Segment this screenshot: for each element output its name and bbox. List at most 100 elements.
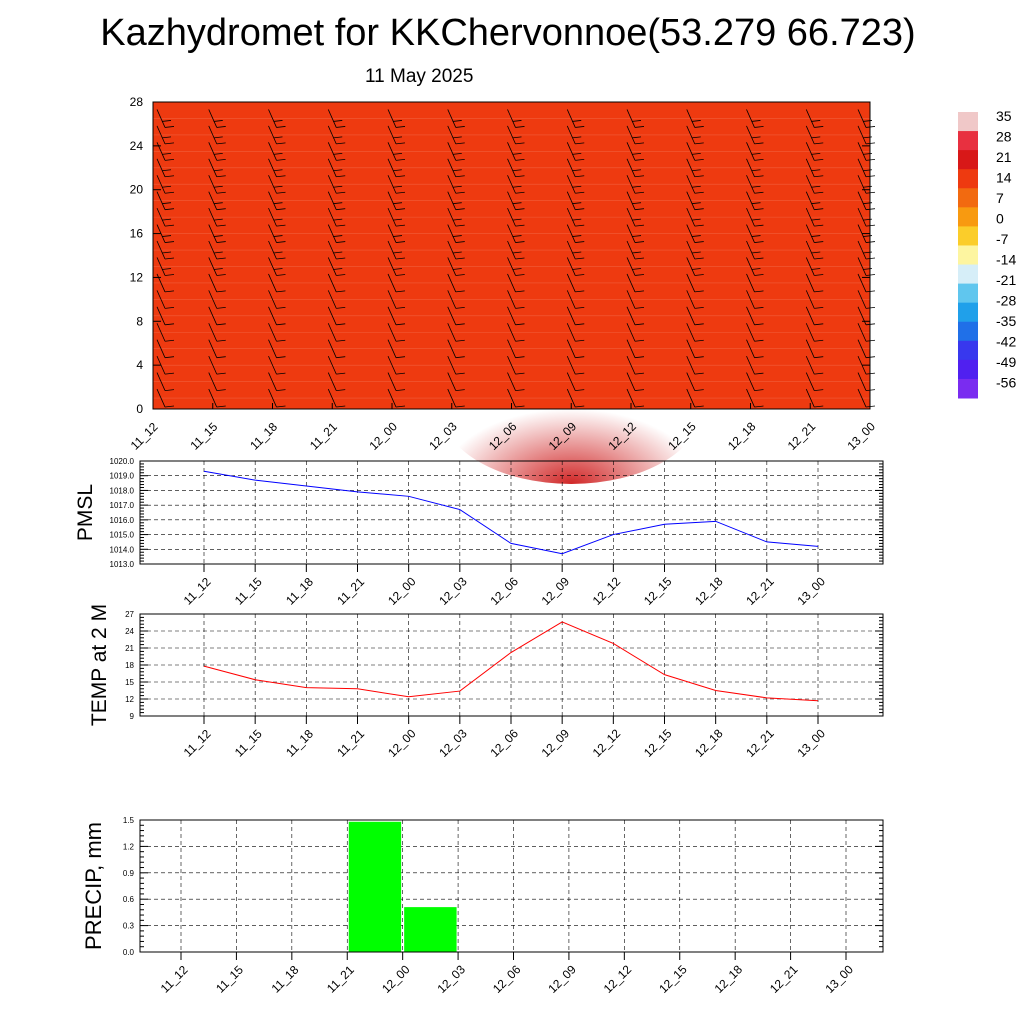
barb-staff bbox=[686, 142, 696, 161]
barb-staff bbox=[857, 240, 867, 260]
colorbar-swatch bbox=[958, 283, 978, 304]
barb-flag bbox=[694, 142, 704, 145]
barb-staff bbox=[686, 306, 696, 325]
barb-flag bbox=[634, 208, 645, 211]
barb-flag bbox=[213, 218, 223, 221]
barb-flag bbox=[164, 306, 175, 309]
wind-barb bbox=[327, 125, 346, 145]
wind-barb bbox=[327, 290, 346, 309]
barb-flag bbox=[216, 306, 226, 309]
colorbar-swatch bbox=[958, 112, 978, 132]
barb-staff bbox=[805, 323, 815, 342]
barb-flag bbox=[213, 136, 223, 139]
barb-staff bbox=[268, 158, 277, 177]
barb-flag bbox=[575, 290, 585, 293]
barb-flag bbox=[455, 405, 465, 408]
barb-staff bbox=[327, 339, 337, 358]
barb-flag bbox=[455, 175, 465, 178]
barb-flag bbox=[814, 241, 824, 243]
barb-staff bbox=[387, 372, 397, 391]
y-tick-label: 1017.0 bbox=[110, 501, 135, 510]
barb-flag bbox=[634, 290, 645, 293]
y-tick-label: 15 bbox=[125, 678, 134, 687]
wind-barb bbox=[805, 224, 824, 243]
colorbar: 35 28 21 14 7 0 -7 -14 -21 -28 -35 -42 -49 -56 bbox=[958, 108, 1016, 399]
barb-flag bbox=[452, 235, 462, 237]
barb-flag bbox=[691, 268, 701, 270]
barb-flag bbox=[814, 290, 824, 293]
barb-staff bbox=[208, 372, 218, 391]
wind-barb bbox=[327, 191, 346, 211]
wind-barb bbox=[447, 109, 465, 128]
barb-staff bbox=[156, 273, 166, 293]
barb-flag bbox=[575, 339, 585, 342]
wind-barb bbox=[208, 306, 226, 326]
x-tick-label: 11_12 bbox=[181, 727, 214, 760]
wind-barb bbox=[268, 191, 286, 211]
y-tick-label: 1014.0 bbox=[110, 545, 135, 554]
barb-staff bbox=[857, 388, 867, 408]
barb-staff bbox=[507, 306, 516, 325]
wind-barb bbox=[327, 142, 346, 161]
barb-flag bbox=[634, 257, 645, 260]
barb-flag bbox=[631, 202, 642, 205]
wind-barb bbox=[507, 339, 525, 359]
barb-flag bbox=[575, 208, 585, 211]
barb-staff bbox=[686, 158, 696, 177]
barb-flag bbox=[634, 191, 645, 194]
barb-staff bbox=[746, 273, 755, 293]
barb-flag bbox=[276, 142, 286, 145]
barb-flag bbox=[694, 191, 704, 194]
barb-flag bbox=[634, 158, 645, 161]
panel-frame bbox=[139, 460, 884, 565]
barb-flag bbox=[336, 389, 346, 391]
barb-flag bbox=[336, 306, 346, 309]
x-tick-label: 12_15 bbox=[641, 574, 675, 608]
barb-staff bbox=[156, 109, 166, 128]
wind-barb bbox=[268, 388, 286, 408]
barb-flag bbox=[455, 191, 465, 194]
wind-barb bbox=[507, 273, 525, 293]
barb-flag bbox=[634, 175, 645, 178]
barb-flag bbox=[164, 356, 175, 359]
barb-staff bbox=[447, 388, 457, 408]
barb-flag bbox=[213, 169, 223, 172]
wind-barb bbox=[507, 224, 525, 243]
wind-barb bbox=[805, 372, 824, 391]
wind-barb bbox=[746, 175, 764, 194]
barb-flag bbox=[814, 191, 824, 194]
barb-flag bbox=[634, 126, 645, 128]
barb-flag bbox=[515, 175, 525, 178]
colorbar-label: 7 bbox=[996, 190, 1004, 206]
wind-barb bbox=[268, 355, 286, 375]
barb-flag bbox=[814, 339, 824, 342]
barb-flag bbox=[395, 241, 406, 243]
barb-staff bbox=[626, 191, 636, 210]
x-tick-label: 11_21 bbox=[324, 963, 357, 996]
barb-flag bbox=[333, 120, 343, 122]
barb-flag bbox=[814, 224, 824, 227]
barb-flag bbox=[276, 274, 286, 276]
barb-flag bbox=[336, 191, 346, 194]
x-tick-label: 12_21 bbox=[743, 726, 777, 760]
barb-flag bbox=[395, 191, 406, 194]
barb-flag bbox=[455, 158, 465, 161]
barb-flag bbox=[634, 224, 645, 227]
wind-barb bbox=[686, 142, 704, 161]
wind-barb bbox=[626, 257, 645, 276]
barb-flag bbox=[395, 372, 406, 375]
wind-barb bbox=[387, 355, 406, 375]
y-axis-label: PRECIP, mm bbox=[81, 822, 106, 950]
barb-flag bbox=[392, 251, 403, 254]
barb-staff bbox=[686, 372, 696, 391]
barb-flag bbox=[455, 356, 465, 359]
barb-staff bbox=[857, 191, 867, 210]
barb-flag bbox=[751, 251, 761, 254]
barb-staff bbox=[805, 306, 815, 325]
barb-staff bbox=[746, 224, 755, 243]
barb-flag bbox=[754, 224, 764, 227]
wind-barb bbox=[208, 158, 226, 178]
barb-staff bbox=[387, 191, 397, 210]
barb-flag bbox=[452, 202, 462, 205]
